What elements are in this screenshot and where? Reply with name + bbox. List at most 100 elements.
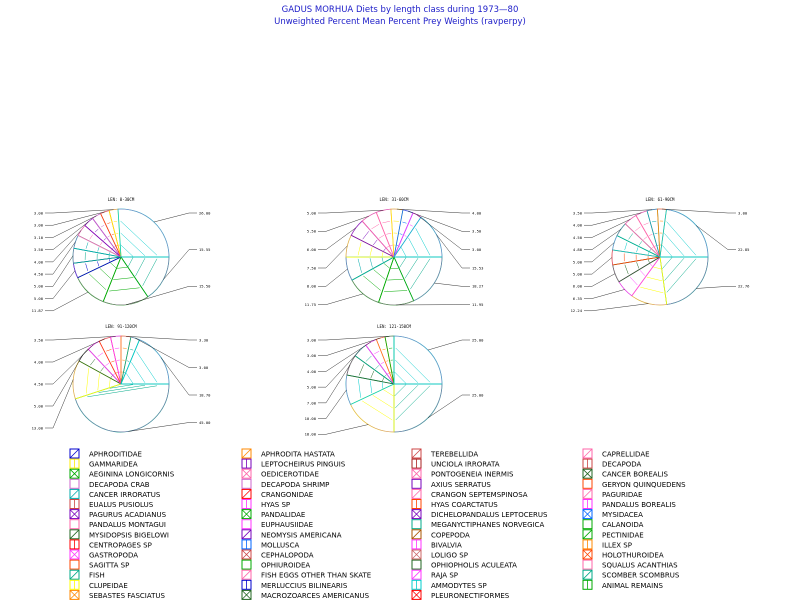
- leader-line: [434, 282, 470, 287]
- legend-swatch: [582, 468, 593, 479]
- pie-chart: LEN: 61-90CM 3.00 22.85 22.76 3.50 4.00 4.50 4.…: [571, 197, 751, 313]
- pie-hatch: [369, 258, 373, 268]
- legend-label: TEREBELLIDA: [430, 451, 478, 459]
- pie-slice: [346, 355, 395, 385]
- pie-hatch: [111, 233, 114, 236]
- pie-slice: [92, 213, 122, 258]
- pie-hatch: [99, 242, 103, 246]
- legend-swatch: [411, 559, 422, 570]
- pie-slice: [393, 256, 443, 302]
- legend-item: LEPTOCHEIRUS PINGUIS: [241, 458, 346, 469]
- leader-line: [584, 303, 649, 311]
- legend-item: PANDALIDAE: [241, 509, 305, 520]
- legend-swatch: [241, 569, 252, 580]
- pie-hatch: [664, 233, 685, 256]
- leader-line: [45, 241, 76, 275]
- leader-line: [45, 221, 89, 250]
- legend-item: CANCER IRRORATUS: [69, 488, 161, 499]
- pie-hatch: [395, 359, 419, 383]
- leader-line: [318, 336, 390, 341]
- legend-swatch: [69, 549, 80, 560]
- leader-line: [427, 394, 470, 419]
- leader-line: [584, 229, 621, 250]
- pie-hatch: [111, 360, 115, 363]
- pie-hatch: [120, 232, 146, 256]
- legend-item: AXIUS SERRATUS: [411, 478, 491, 489]
- leader-line: [318, 268, 348, 287]
- legend-swatch: [411, 529, 422, 540]
- pie-hatch: [131, 362, 146, 383]
- legend-label: MOLLUSCA: [261, 541, 299, 549]
- legend-swatch: [582, 488, 593, 499]
- legend-label: SQUALUS ACANTHIAS: [602, 562, 678, 570]
- pie-hatch: [380, 361, 385, 365]
- legend-item: FISH EGGS OTHER THAN SKATE: [241, 569, 371, 580]
- pie-hatch: [381, 257, 384, 263]
- slice-value-label: 6.00: [307, 247, 317, 252]
- legend-hatch: [69, 549, 80, 560]
- legend-label: CANCER BOREALIS: [602, 471, 669, 479]
- legend-hatch: [69, 448, 80, 459]
- pie-slice: [77, 224, 122, 258]
- legend-swatch: [582, 509, 593, 520]
- pie-hatch: [97, 373, 100, 391]
- pie-hatch: [110, 249, 112, 252]
- legend-hatch: [411, 468, 422, 479]
- legend-swatch: [411, 478, 422, 489]
- pie-hatch: [373, 269, 386, 280]
- pie-hatch: [125, 373, 134, 384]
- pie-slice: [393, 335, 443, 385]
- legend-hatch: [411, 489, 422, 499]
- legend-item: MACROZOARCES AMERICANUS: [241, 589, 370, 600]
- legend-swatch: [69, 529, 80, 540]
- slice-value-label: 15.55: [199, 247, 210, 252]
- legend-label: AEGININA LONGICORNIS: [89, 471, 175, 479]
- pie-hatch: [654, 245, 657, 247]
- pie-hatch: [382, 220, 390, 224]
- leader-line: [318, 349, 361, 388]
- legend-item: GASTROPODA: [69, 549, 138, 560]
- legend-hatch: [411, 509, 422, 519]
- slice-value-label: 10.00: [305, 416, 317, 421]
- legend-item: MYSIDOPSIS BIGELOWI: [69, 529, 169, 540]
- pie-hatch: [362, 400, 393, 421]
- pie-hatch: [142, 258, 158, 286]
- legend-label: SCOMBER SCOMBRUS: [602, 572, 680, 580]
- pie-chart: LEN: 31-60CM 4.00 3.50 3.00 15.53 18.27 11.95 5…: [305, 197, 484, 307]
- pie-hatch: [640, 286, 664, 294]
- legend-item: MEGANYCTIPHANES NORVEGICA: [411, 519, 544, 530]
- pie-hatch: [404, 235, 407, 237]
- pie-hatch: [90, 358, 96, 366]
- pie-hatch: [85, 242, 89, 249]
- pie-hatch: [394, 371, 407, 384]
- pie-hatch: [103, 238, 106, 241]
- legend-label: CEPHALOPODA: [261, 552, 314, 560]
- legend-swatch: [241, 589, 252, 600]
- pie-outline: [72, 335, 170, 433]
- leader-line: [661, 208, 736, 214]
- legend-item: CAPRELLIDAE: [582, 448, 650, 459]
- pie-hatch: [381, 252, 384, 257]
- leader-line: [126, 286, 197, 305]
- pie-chart: LEN: 0-30CM 26.00 15.55 15.50 3.00 3.00 3.10 3.…: [32, 197, 212, 313]
- pie-hatch: [653, 266, 662, 270]
- legend-swatch: [69, 519, 80, 530]
- pie-hatch: [384, 374, 387, 377]
- legend-hatch: [411, 569, 422, 580]
- legend-label: APHRODITA HASTATA: [261, 451, 335, 459]
- legend-item: MERLUCCIUS BILINEARIS: [241, 579, 348, 590]
- leader-line: [45, 338, 105, 363]
- pie-slice: [350, 383, 395, 433]
- pie-hatch: [110, 262, 117, 269]
- legend-swatch: [241, 488, 252, 499]
- leader-line: [416, 214, 470, 250]
- slice-value-label: 18.70: [199, 392, 211, 397]
- legend-hatch: [69, 529, 80, 540]
- pie-chart: LEN: 121-150CM 25.00 25.00 3.00 3.00 4.00 5.00…: [305, 324, 485, 437]
- legend-item: COPEPODA: [411, 529, 470, 540]
- pie-hatch: [647, 252, 650, 255]
- pie-hatch: [101, 225, 105, 228]
- pie-hatch: [408, 237, 419, 256]
- pie-slice: [345, 256, 395, 281]
